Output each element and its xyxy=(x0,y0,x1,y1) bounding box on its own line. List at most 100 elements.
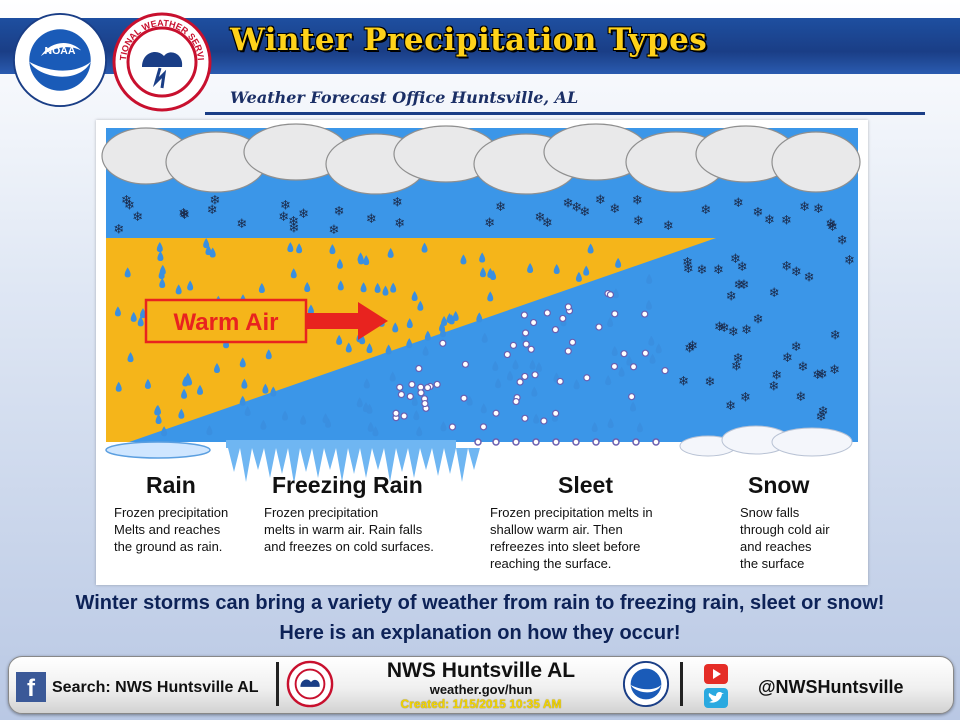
snowflake-icon: ❄ xyxy=(366,212,377,227)
snowflake-icon: ❄ xyxy=(236,217,247,232)
raindrop xyxy=(446,313,453,324)
page-subtitle: Weather Forecast Office Huntsville, AL xyxy=(230,88,579,107)
freezing-rain-description: Frozen precipitation melts in warm air. … xyxy=(264,505,434,554)
raindrop xyxy=(157,250,164,261)
snowflake-icon: ❄ xyxy=(795,390,806,405)
footer-website-link[interactable]: weather.gov/hun xyxy=(429,682,533,697)
snowflake-icon: ❄ xyxy=(719,321,730,336)
sleet-pellet xyxy=(461,360,470,368)
raindrop xyxy=(612,288,619,299)
footer-divider-2 xyxy=(680,662,683,706)
noaa-footer-logo xyxy=(622,660,670,708)
raindrop xyxy=(413,410,420,421)
sleet-pellet xyxy=(512,397,520,406)
raindrop xyxy=(575,271,582,282)
twitter-icon[interactable] xyxy=(704,688,728,708)
sleet-pellet xyxy=(521,329,530,337)
snowflake-icon: ❄ xyxy=(179,208,190,223)
snowflake-icon: ❄ xyxy=(781,214,792,229)
sleet-pellet xyxy=(421,399,429,408)
raindrop xyxy=(358,254,365,265)
snowflake-icon: ❄ xyxy=(825,217,836,232)
facebook-search-text[interactable]: Search: NWS Huntsville AL xyxy=(52,679,259,696)
raindrop xyxy=(406,338,413,349)
freezing-rain-label: Freezing Rain xyxy=(272,472,423,498)
snowflake-icon: ❄ xyxy=(816,410,827,425)
raindrop xyxy=(307,304,314,315)
snowflake-icon: ❄ xyxy=(804,271,815,286)
snowflake-icon: ❄ xyxy=(495,200,506,215)
raindrop xyxy=(260,419,267,430)
raindrop xyxy=(322,413,329,424)
raindrop xyxy=(329,244,336,255)
raindrop xyxy=(345,342,352,353)
sleet-pellet xyxy=(516,378,524,386)
snowflake-icon: ❄ xyxy=(764,213,775,228)
snowflake-icon: ❄ xyxy=(663,219,674,234)
snowflake-icon: ❄ xyxy=(392,196,403,211)
raindrop xyxy=(356,397,363,408)
raindrop xyxy=(262,383,269,394)
snowflake-icon: ❄ xyxy=(781,259,792,274)
noaa-logo-text: NOAA xyxy=(44,45,75,57)
sleet-pellet xyxy=(423,384,432,392)
raindrop xyxy=(607,418,614,429)
sleet-pellet xyxy=(583,374,591,382)
raindrop xyxy=(529,359,536,370)
facebook-icon[interactable]: f xyxy=(16,672,46,702)
raindrop xyxy=(512,359,519,370)
snowflake-icon: ❄ xyxy=(288,215,299,230)
raindrop xyxy=(487,291,494,302)
raindrop xyxy=(387,247,394,258)
raindrop xyxy=(648,335,655,346)
raindrop xyxy=(385,344,392,355)
precipitation-particles: ❄❄❄❄❄❄❄ ❄❄❄❄ ❄❄❄❄❄❄❄❄❄❄❄❄❄❄❄❄❄❄ ❄❄❄❄❄❄ ❄ ❄❄ ❄ ❄… xyxy=(113,193,855,437)
rain-label: Rain xyxy=(146,472,196,498)
raindrop xyxy=(655,343,662,354)
message-line-2: Here is an explanation on how they occur… xyxy=(279,622,681,644)
rain-puddle xyxy=(105,441,211,459)
snowflake-icon: ❄ xyxy=(731,360,742,375)
raindrop xyxy=(296,243,303,254)
snowflake-icon: ❄ xyxy=(394,217,405,232)
twitter-handle[interactable]: @NWSHuntsville xyxy=(758,677,904,697)
sleet-pellet xyxy=(568,338,577,346)
raindrop xyxy=(406,318,413,329)
sleet-pellet xyxy=(509,341,518,349)
raindrop xyxy=(181,388,188,399)
raindrop xyxy=(411,395,418,406)
raindrop xyxy=(646,273,653,284)
snow-pile xyxy=(679,425,853,457)
raindrop xyxy=(390,282,397,293)
footer-created-timestamp: Created: 1/15/2015 10:35 AM xyxy=(400,697,562,711)
raindrop xyxy=(506,370,513,381)
raindrop xyxy=(476,312,483,323)
snowflake-icon: ❄ xyxy=(813,202,824,217)
snowflake-icon: ❄ xyxy=(791,265,802,280)
sleet-pellet xyxy=(433,380,441,388)
raindrop xyxy=(372,426,379,437)
youtube-icon[interactable] xyxy=(704,664,728,684)
raindrop xyxy=(209,247,216,258)
raindrop xyxy=(336,258,343,269)
snowflake-icon: ❄ xyxy=(771,368,782,383)
snowflake-icon: ❄ xyxy=(609,202,620,217)
sleet-pellet xyxy=(520,311,528,319)
sleet-pellet xyxy=(522,340,530,348)
snowflake-icon: ❄ xyxy=(534,211,545,226)
raindrop xyxy=(424,330,431,341)
raindrop xyxy=(239,357,246,368)
snowflake-icon: ❄ xyxy=(697,263,708,278)
snowflake-icon: ❄ xyxy=(753,312,764,327)
snowflake-icon: ❄ xyxy=(682,255,693,270)
raindrop xyxy=(159,277,166,288)
snowflake-icon: ❄ xyxy=(121,194,132,209)
snowflake-icon: ❄ xyxy=(687,339,698,354)
snowflake-icon: ❄ xyxy=(768,380,779,395)
raindrop xyxy=(626,355,633,366)
raindrop xyxy=(127,352,134,363)
snowflake-icon: ❄ xyxy=(740,390,751,405)
raindrop xyxy=(649,353,656,364)
snowflake-icon: ❄ xyxy=(741,323,752,338)
raindrop xyxy=(213,362,220,373)
